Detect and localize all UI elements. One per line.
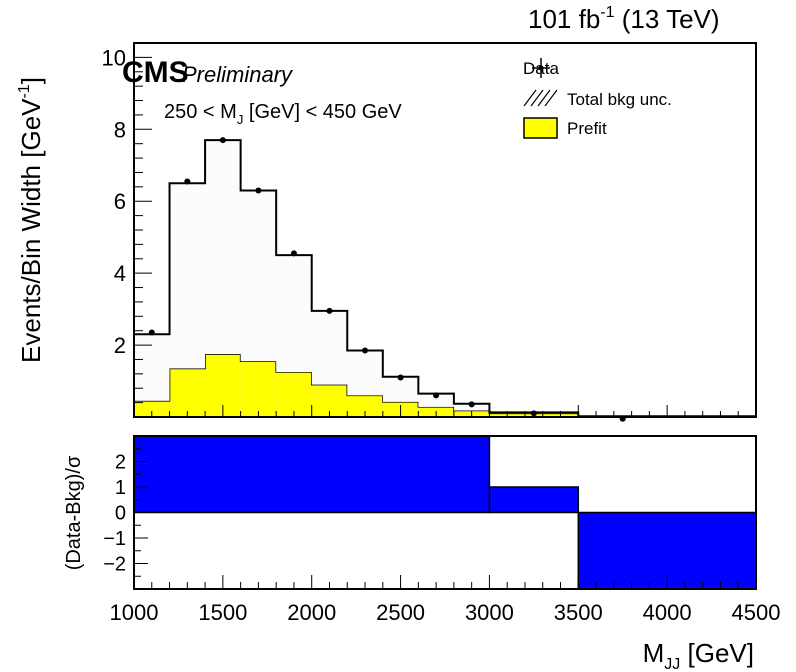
x-tick-label: 2000 bbox=[287, 600, 336, 625]
x-tick-label: 1500 bbox=[198, 600, 247, 625]
prefit-bar bbox=[134, 400, 170, 417]
main-y-axis-ticks: 2 4 6 8 10 bbox=[102, 45, 152, 404]
bkg-bar bbox=[169, 183, 206, 369]
data-point bbox=[148, 329, 155, 336]
bkg-bar bbox=[276, 255, 312, 373]
ratio-y-axis-title: (Data-Bkg)/σ bbox=[63, 455, 85, 570]
y-tick-label: 4 bbox=[114, 261, 126, 286]
selection-label: 250 < MJ [GeV] < 450 GeV bbox=[164, 101, 402, 127]
data-point bbox=[397, 374, 404, 381]
ratio-y-tick-label: 2 bbox=[115, 452, 126, 474]
bkg-bar bbox=[311, 310, 348, 385]
bkg-bar bbox=[347, 350, 383, 396]
ratio-y-tick-label: 0 bbox=[115, 503, 126, 525]
x-tick-label: 3000 bbox=[465, 600, 514, 625]
legend-entry-prefit: Prefit bbox=[523, 117, 607, 139]
data-point bbox=[362, 347, 369, 354]
data-point bbox=[290, 250, 297, 257]
legend-unc-label: Total bkg unc. bbox=[567, 90, 672, 109]
legend-data-label: Data bbox=[523, 59, 559, 78]
y-tick-label: 6 bbox=[114, 189, 126, 214]
prefit-bar bbox=[240, 361, 277, 417]
legend-prefit-label: Prefit bbox=[567, 119, 607, 138]
prefit-swatch bbox=[523, 117, 558, 139]
y-tick-label: 10 bbox=[102, 45, 126, 70]
pull-bar bbox=[488, 486, 580, 514]
lumi-label: 101 fb-1 (13 TeV) bbox=[528, 4, 720, 34]
bkg-bar bbox=[418, 393, 454, 407]
ratio-plot: −2 −1 0 1 2 1000 1500 2000 2500 3000 3500 4000 4500 bbox=[103, 435, 781, 625]
data-point bbox=[530, 410, 537, 417]
ratio-x-axis-ticks: 1000 1500 2000 2500 3000 3500 4000 4500 bbox=[110, 575, 781, 625]
x-tick-label: 2500 bbox=[376, 600, 425, 625]
hatch-swatch bbox=[523, 89, 558, 107]
bkg-bar bbox=[240, 190, 277, 362]
legend-entry-unc: Total bkg unc. bbox=[523, 89, 672, 109]
data-point bbox=[433, 392, 440, 399]
prefit-bar bbox=[347, 395, 383, 417]
ratio-y-tick-label: 1 bbox=[115, 477, 126, 499]
prefit-bar bbox=[169, 368, 206, 417]
main-y-axis-title: Events/Bin Width [GeV-1] bbox=[16, 77, 46, 363]
data-point bbox=[326, 307, 333, 314]
pull-bar bbox=[133, 435, 491, 514]
ratio-y-axis-ticks: −2 −1 0 1 2 bbox=[103, 435, 148, 590]
main-plot: 2 4 6 8 10 CMS Preliminary 250 < MJ [GeV] < … bbox=[102, 42, 757, 422]
main-plot-frame bbox=[133, 42, 757, 418]
cms-label: CMS bbox=[122, 56, 189, 89]
ratio-y-tick-label: −1 bbox=[103, 528, 126, 550]
bkg-bar bbox=[134, 334, 170, 401]
ratio-y-tick-label: −2 bbox=[103, 554, 126, 576]
y-tick-label: 8 bbox=[114, 117, 126, 142]
y-tick-label: 2 bbox=[114, 333, 126, 358]
data-point bbox=[184, 178, 191, 185]
prefit-bar bbox=[276, 372, 312, 417]
bkg-bar bbox=[205, 140, 241, 355]
ratio-plot-frame bbox=[133, 435, 757, 590]
x-tick-label: 4000 bbox=[643, 600, 692, 625]
preliminary-label: Preliminary bbox=[182, 62, 294, 87]
data-point bbox=[255, 187, 262, 194]
data-points bbox=[148, 137, 626, 422]
x-tick-label: 1000 bbox=[110, 600, 159, 625]
prefit-histogram bbox=[133, 353, 756, 418]
bkg-bar bbox=[382, 376, 419, 402]
data-point bbox=[219, 137, 226, 144]
legend-entry-data: Data bbox=[523, 58, 559, 78]
x-tick-label: 3500 bbox=[554, 600, 603, 625]
x-tick-label: 4500 bbox=[732, 600, 781, 625]
bkg-histogram bbox=[134, 139, 756, 418]
data-point bbox=[468, 401, 475, 408]
legend: Data Total bkg unc. Prefit bbox=[523, 58, 672, 139]
x-axis-title: MJJ [GeV] bbox=[643, 638, 754, 672]
